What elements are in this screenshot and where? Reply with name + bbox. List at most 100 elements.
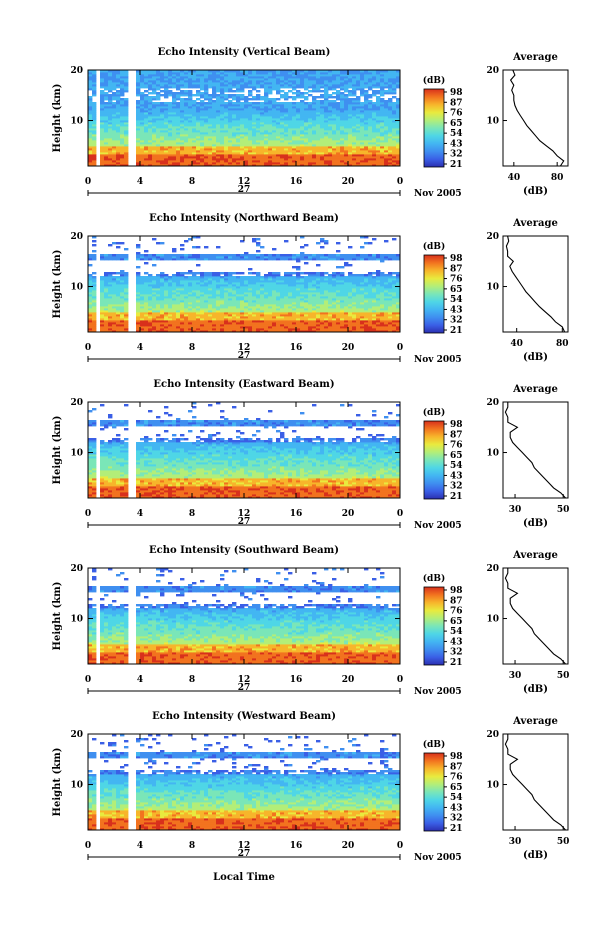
panel-title: Echo Intensity (Westward Beam) <box>152 711 336 722</box>
beam-panel-4: Echo Intensity (Southward Beam) 20 10 Heigh… <box>52 545 569 697</box>
profile-y-tick-label: 20 <box>486 232 499 242</box>
x-tick-label: 4 <box>137 509 143 519</box>
profile-line <box>504 568 567 665</box>
x-tick-label: 8 <box>189 343 195 353</box>
profile-y-tick-label: 10 <box>486 615 499 625</box>
colorbar-tick-label: 54 <box>450 793 463 803</box>
colorbar-tick-label: 76 <box>450 607 463 617</box>
y-tick-label: 20 <box>70 730 83 740</box>
profile-x-tick-label: 40 <box>508 173 521 183</box>
date-label: Nov 2005 <box>414 355 462 365</box>
profile-frame <box>502 69 569 167</box>
profile-line <box>509 69 565 167</box>
colorbar-tick-label: 21 <box>450 160 463 170</box>
date-label: Nov 2005 <box>414 521 462 531</box>
heatmap <box>88 734 401 831</box>
colorbar-tick-label: 87 <box>450 430 463 440</box>
x-tick-label: 0 <box>397 675 403 685</box>
profile-y-tick-label: 10 <box>486 117 499 127</box>
day-label: 27 <box>238 849 251 859</box>
colorbar-tick-label: 43 <box>450 637 463 647</box>
colorbar <box>423 254 445 334</box>
colorbar-tick-label: 32 <box>450 482 463 492</box>
colorbar-tick-label: 43 <box>450 471 463 481</box>
colorbar-tick-label: 98 <box>450 752 463 762</box>
day-label: 27 <box>238 351 251 361</box>
profile-title: Average <box>512 384 558 395</box>
colorbar-unit: (dB) <box>423 407 445 418</box>
colorbar-tick-label: 32 <box>450 814 463 824</box>
profile-title: Average <box>512 52 558 63</box>
profile-x-tick-label: 80 <box>556 339 569 349</box>
x-tick-label: 16 <box>290 177 303 187</box>
colorbar-tick-label: 32 <box>450 648 463 658</box>
x-tick-label: 12 <box>238 841 251 851</box>
y-axis-label: Height (km) <box>52 250 63 319</box>
y-tick-label: 10 <box>70 117 83 127</box>
colorbar-tick-label: 21 <box>450 658 463 668</box>
colorbar-tick-label: 98 <box>450 254 463 264</box>
colorbar-unit: (dB) <box>423 739 445 750</box>
x-tick-label: 12 <box>238 675 251 685</box>
colorbar-tick-label: 65 <box>450 617 463 627</box>
profile-frame <box>502 567 569 665</box>
day-label: 27 <box>238 683 251 693</box>
panel-title: Echo Intensity (Southward Beam) <box>149 545 339 556</box>
colorbar <box>423 586 445 666</box>
colorbar-tick-label: 54 <box>450 295 463 305</box>
y-tick-label: 10 <box>70 615 83 625</box>
colorbar-tick-label: 21 <box>450 492 463 502</box>
profile-y-tick-label: 10 <box>486 449 499 459</box>
x-tick-label: 0 <box>397 841 403 851</box>
profile-title: Average <box>512 218 558 229</box>
profile-title: Average <box>512 716 558 727</box>
x-axis-label: Local Time <box>213 872 275 883</box>
profile-x-tick-label: 50 <box>557 671 570 681</box>
profile-line <box>504 402 567 499</box>
x-tick-label: 4 <box>137 675 143 685</box>
day-label: 27 <box>238 185 251 195</box>
x-tick-label: 20 <box>342 509 355 519</box>
y-axis-label: Height (km) <box>52 582 63 651</box>
x-tick-label: 12 <box>238 177 251 187</box>
profile-title: Average <box>512 550 558 561</box>
profile-x-tick-label: 30 <box>509 671 522 681</box>
beam-panel-2: Echo Intensity (Northward Beam) 20 10 Heigh… <box>52 213 569 365</box>
x-tick-label: 0 <box>85 841 91 851</box>
x-tick-label: 20 <box>342 675 355 685</box>
x-tick-label: 16 <box>290 841 303 851</box>
profile-x-tick-label: 80 <box>551 173 564 183</box>
y-tick-label: 20 <box>70 232 83 242</box>
colorbar-tick-label: 98 <box>450 88 463 98</box>
beam-panel-3: Echo Intensity (Eastward Beam) 20 10 Height… <box>52 379 569 531</box>
colorbar-tick-label: 54 <box>450 461 463 471</box>
date-label: Nov 2005 <box>414 853 462 863</box>
panel-title: Echo Intensity (Northward Beam) <box>149 213 339 224</box>
colorbar-tick-label: 87 <box>450 98 463 108</box>
colorbar-tick-label: 32 <box>450 316 463 326</box>
colorbar-tick-label: 87 <box>450 596 463 606</box>
x-tick-label: 20 <box>342 177 355 187</box>
x-tick-label: 12 <box>238 343 251 353</box>
colorbar-tick-label: 76 <box>450 275 463 285</box>
profile-y-tick-label: 10 <box>486 283 499 293</box>
colorbar <box>423 88 445 168</box>
panel-title: Echo Intensity (Vertical Beam) <box>158 47 331 58</box>
heatmap <box>88 70 401 167</box>
colorbar-tick-label: 76 <box>450 109 463 119</box>
profile-x-axis-label: (dB) <box>523 186 548 197</box>
profile-x-tick-label: 50 <box>557 505 570 515</box>
profile-y-tick-label: 20 <box>486 564 499 574</box>
x-tick-label: 0 <box>397 509 403 519</box>
colorbar-tick-label: 54 <box>450 627 463 637</box>
day-label: 27 <box>238 517 251 527</box>
profile-line <box>504 734 567 831</box>
profile-x-axis-label: (dB) <box>523 850 548 861</box>
x-tick-label: 0 <box>85 675 91 685</box>
colorbar-unit: (dB) <box>423 241 445 252</box>
colorbar-tick-label: 43 <box>450 803 463 813</box>
x-tick-label: 16 <box>290 509 303 519</box>
y-tick-label: 10 <box>70 283 83 293</box>
x-tick-label: 8 <box>189 177 195 187</box>
y-axis-label: Height (km) <box>52 748 63 817</box>
